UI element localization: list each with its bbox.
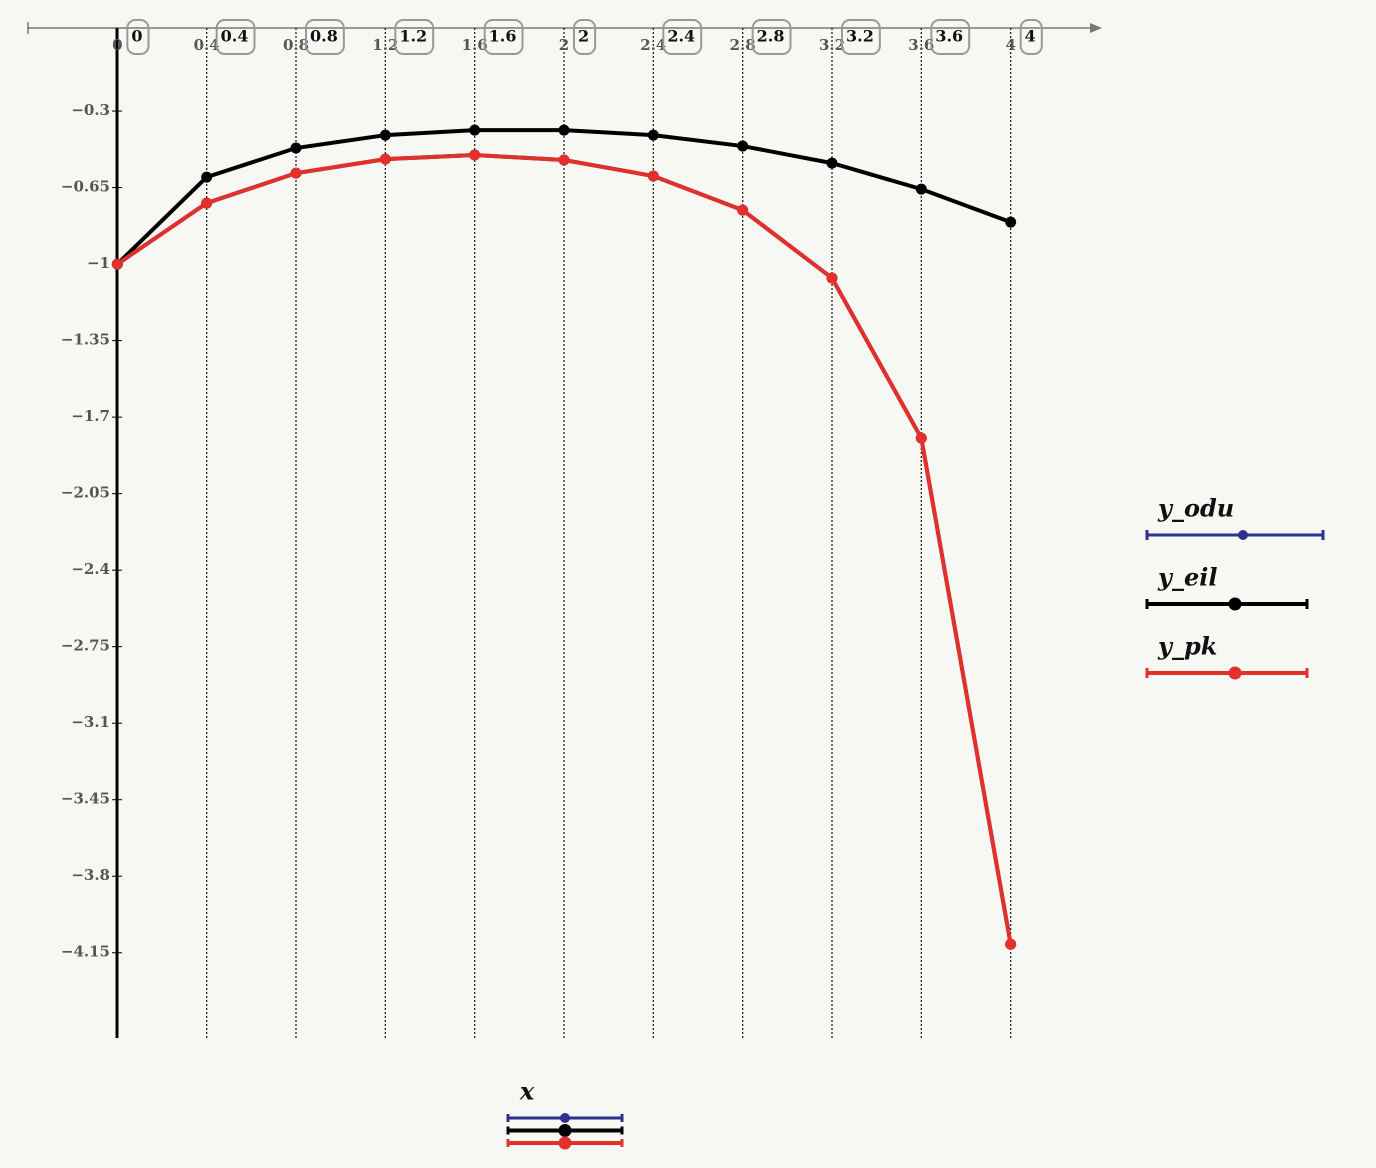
data-point — [737, 204, 749, 216]
x-tick-label: 1.2 — [372, 36, 398, 54]
y-tick-label: −2.4 — [71, 560, 110, 578]
x-marker-label: 3.2 — [846, 27, 874, 46]
x-tick-label: 4 — [1005, 36, 1015, 54]
x-label-dot — [558, 1136, 572, 1150]
x-marker-box — [305, 19, 345, 55]
x-marker-label: 4 — [1025, 27, 1036, 46]
x-tick-label: 0.4 — [194, 36, 220, 54]
data-point — [915, 183, 927, 195]
data-point — [469, 149, 481, 161]
y-tick-label: −1 — [87, 254, 110, 272]
legend-dot — [1238, 530, 1248, 540]
data-point — [558, 154, 570, 166]
data-point — [1005, 938, 1017, 950]
x-marker-label: 0 — [131, 27, 142, 46]
y-tick-label: −1.7 — [71, 407, 110, 425]
data-point — [290, 167, 302, 179]
x-tick-label: 0.8 — [283, 36, 309, 54]
x-marker-box — [662, 19, 703, 55]
x-label-dot — [558, 1124, 572, 1137]
legend-label: y_pk — [1157, 632, 1217, 661]
data-point — [201, 197, 213, 209]
x-marker-box — [394, 19, 435, 55]
y-tick-label: −0.3 — [71, 101, 110, 119]
data-point — [290, 142, 302, 154]
y-tick-label: −4.15 — [61, 943, 110, 961]
data-point — [647, 129, 659, 141]
data-point — [558, 124, 570, 136]
x-marker-box — [126, 19, 150, 55]
data-point — [647, 170, 659, 182]
x-marker-label: 3.6 — [935, 27, 963, 46]
data-point — [111, 258, 123, 270]
y-tick-label: −3.8 — [71, 866, 110, 884]
x-marker-box — [841, 19, 881, 55]
y-tick-label: −2.05 — [61, 484, 110, 502]
x-tick-label: 2 — [559, 36, 569, 54]
data-point — [201, 171, 213, 183]
legend-label: y_odu — [1157, 494, 1234, 523]
legend-dot — [1228, 666, 1242, 680]
x-marker-label: 0.4 — [221, 27, 249, 46]
x-tick-label: 2.8 — [730, 36, 756, 54]
x-tick-label: 0 — [112, 36, 122, 54]
x-marker-box — [1019, 19, 1043, 55]
y-tick-label: −3.1 — [71, 713, 110, 731]
x-marker-box — [483, 19, 524, 55]
data-point — [826, 272, 838, 284]
x-marker-label: 2.8 — [757, 27, 785, 46]
x-marker-label: 0.8 — [310, 27, 338, 46]
x-axis-arrow — [1090, 23, 1102, 33]
x-tick-label: 1.6 — [462, 36, 488, 54]
data-point — [826, 157, 838, 169]
x-marker-box — [751, 19, 792, 55]
x-marker-box — [215, 19, 256, 55]
data-point — [379, 153, 391, 165]
y-tick-label: −0.65 — [61, 178, 110, 196]
x-tick-label: 3.2 — [819, 36, 845, 54]
x-marker-label: 2.4 — [667, 27, 695, 46]
y-tick-label: −2.75 — [61, 637, 110, 655]
data-point — [469, 124, 481, 136]
data-point — [915, 432, 927, 444]
data-point — [379, 129, 391, 141]
x-tick-label: 2.4 — [640, 36, 666, 54]
x-tick-label: 3.6 — [908, 36, 934, 54]
data-point — [737, 140, 749, 152]
x-marker-label: 1.2 — [399, 27, 427, 46]
legend-label: y_eil — [1157, 563, 1217, 592]
x-marker-label: 1.6 — [489, 27, 517, 46]
x-label-dot — [560, 1113, 570, 1123]
y-tick-label: −3.45 — [61, 790, 110, 808]
x-marker-box — [930, 19, 971, 55]
x-marker-box — [573, 19, 597, 55]
y-tick-label: −1.35 — [61, 331, 110, 349]
data-point — [1005, 216, 1017, 228]
x-axis-label: x — [519, 1077, 535, 1106]
x-marker-label: 2 — [578, 27, 589, 46]
legend-dot — [1228, 597, 1242, 611]
